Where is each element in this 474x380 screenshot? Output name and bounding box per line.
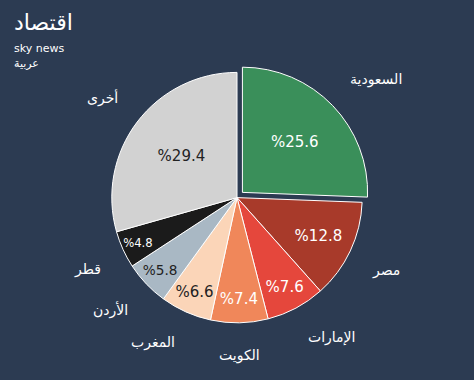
svg-text:قطر: قطر (74, 261, 101, 278)
svg-text:%29.4: %29.4 (158, 147, 206, 165)
svg-text:السعودية: السعودية (350, 71, 402, 88)
svg-text:مصر: مصر (372, 262, 400, 279)
svg-text:الكويت: الكويت (219, 347, 260, 364)
svg-text:اقتصاد: اقتصاد (14, 10, 73, 35)
svg-text:عربية: عربية (14, 57, 39, 70)
svg-text:%6.6: %6.6 (176, 283, 214, 301)
svg-text:%12.8: %12.8 (295, 227, 343, 245)
svg-text:%7.4: %7.4 (220, 290, 258, 308)
svg-text:أخرى: أخرى (87, 89, 118, 107)
svg-text:%5.8: %5.8 (143, 262, 178, 278)
svg-text:%25.6: %25.6 (271, 133, 319, 151)
svg-text:sky news: sky news (14, 42, 64, 55)
svg-text:الأردن: الأردن (93, 301, 128, 319)
svg-text:المغرب: المغرب (131, 334, 175, 351)
svg-text:الإمارات: الإمارات (308, 329, 355, 346)
svg-text:%7.6: %7.6 (266, 278, 304, 296)
svg-text:%4.8: %4.8 (123, 236, 153, 250)
